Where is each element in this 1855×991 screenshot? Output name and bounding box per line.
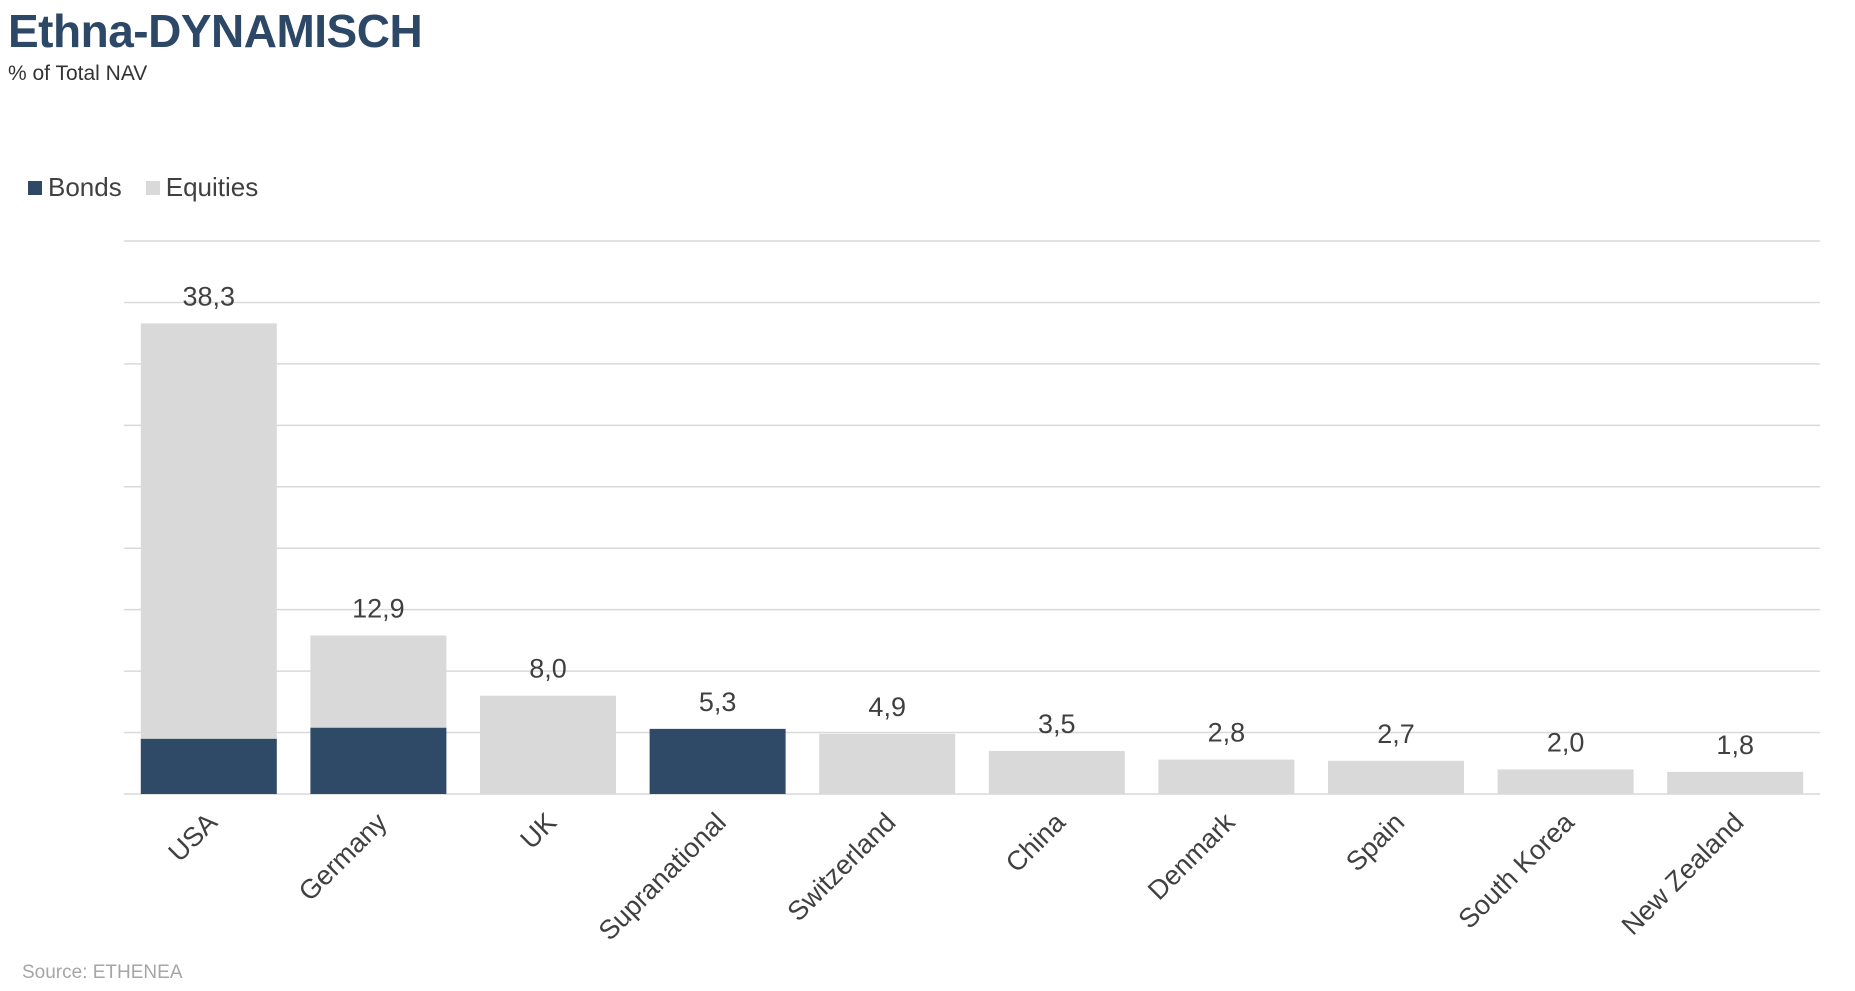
category-label: USA [163,807,223,867]
category-label: Spain [1340,807,1410,877]
bar-bonds-usa [140,738,277,794]
legend-swatch-equities [145,180,160,195]
data-label: 38,3 [183,281,236,311]
data-label: 2,0 [1547,727,1585,757]
data-label: 5,3 [699,687,737,717]
category-label: Switzerland [782,807,902,927]
bar-equities-new-zealand [1667,771,1804,794]
bar-bonds-supranational [649,728,786,794]
bar-equities-china [988,750,1125,794]
category-label: Denmark [1142,807,1241,906]
data-label: 12,9 [352,593,405,623]
source-note: Source: ETHENEA [22,962,183,983]
bar-equities-south-korea [1497,769,1634,794]
bar-equities-switzerland [819,733,956,794]
data-label: 1,8 [1716,730,1754,760]
data-label: 8,0 [529,654,567,684]
category-labels: USA Germany UK Supranational Switzerland Chin… [163,806,1750,946]
legend-label-bonds: Bonds [48,172,122,202]
legend-swatch-bonds [28,180,42,195]
data-labels: 38,3 12,9 8,0 5,3 4,9 3,5 2,8 2,7 2,0 1,8 [183,281,1754,760]
legend: Bonds Equities [28,172,282,203]
data-label: 4,9 [868,692,906,722]
bar-equities-germany [310,635,447,728]
data-label: 3,5 [1038,709,1076,739]
chart-subtitle: % of Total NAV [8,62,148,85]
bar-bonds-germany [310,727,447,794]
bars [140,323,1804,794]
data-label: 2,8 [1208,718,1246,748]
category-label: New Zealand [1616,807,1750,941]
category-label: China [1000,806,1072,878]
category-label: UK [515,807,563,855]
bar-equities-uk [480,695,616,794]
legend-item-bonds: Bonds [28,172,122,203]
legend-label-equities: Equities [165,172,259,202]
data-label: 2,7 [1377,719,1415,749]
category-label: Supranational [593,807,732,946]
bar-equities-usa [140,323,277,739]
bar-equities-denmark [1158,759,1295,794]
legend-item-equities: Equities [145,172,259,203]
category-label: Germany [293,807,393,907]
category-label: South Korea [1452,806,1580,934]
chart-title: Ethna-DYNAMISCH [8,5,423,57]
bar-equities-spain [1328,760,1464,794]
